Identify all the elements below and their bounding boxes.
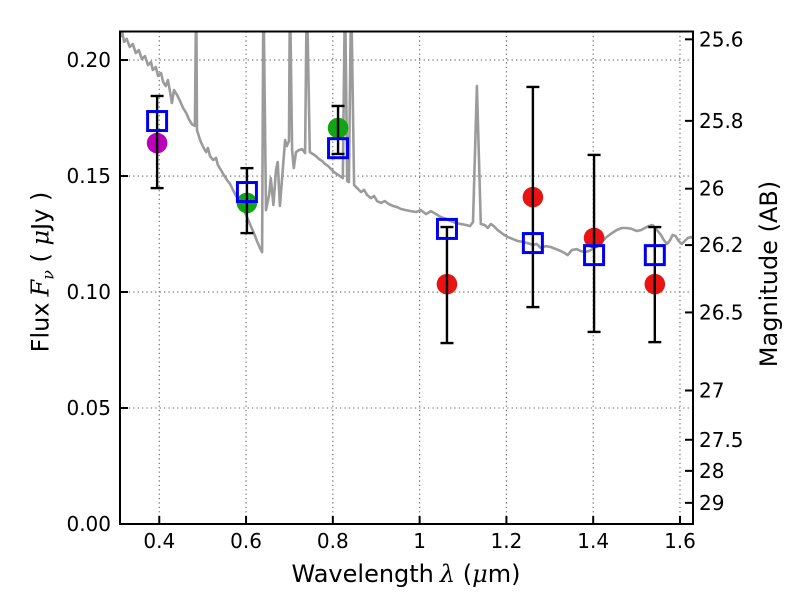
x-tick-label: 1 [413,529,426,553]
x-tick-label: 1.4 [577,529,609,553]
mag-tick-label: 29 [699,491,724,515]
label-part: Jy ) [26,191,55,230]
model-point-square [583,244,606,267]
errorbar [587,153,601,334]
x-tick-label: 0.6 [230,529,262,553]
mag-tick-label: 27 [699,379,724,403]
errorbar [331,104,345,156]
label-part: Flux [26,302,55,353]
plot-border [119,30,694,525]
spectrum-line [120,31,693,257]
mag-tick-label: 26.2 [699,233,744,257]
mag-tick-label: 27.5 [699,428,744,452]
flux-tick-label: 0.05 [66,396,111,420]
x-tick-label: 0.4 [143,529,175,553]
flux-tick-label: 0.20 [66,48,111,72]
errorbar [440,225,454,345]
model-point-square [146,110,169,133]
flux-tick-label: 0.10 [66,280,111,304]
y-axis-label-magnitude: Magnitude (AB) [755,180,783,368]
model-point-square [643,244,666,267]
label-part: m) [487,560,521,588]
mag-tick-label: 26.5 [699,300,744,324]
label-part: λ [439,560,456,588]
label-part: ( [26,245,55,271]
x-tick-label: 0.8 [317,529,349,553]
x-tick-label: 1.2 [491,529,523,553]
mag-tick-label: 28 [699,459,724,483]
label-part: ( [455,560,473,588]
mag-tick-label: 26 [699,177,724,201]
flux-tick-label: 0.00 [66,512,111,536]
label-part: ν [38,270,58,280]
label-part: μ [472,560,488,588]
mag-tick-label: 25.8 [699,109,744,133]
label-part: μ [26,229,55,246]
x-tick-label: 1.6 [664,529,696,553]
x-axis-label: Wavelength λ (μm) [292,560,521,588]
flux-tick-label: 0.15 [66,164,111,188]
label-part: Wavelength [291,560,434,588]
model-point-square [327,137,350,160]
mag-tick-label: 25.6 [699,27,744,51]
y-axis-label-flux: Flux Fν ( μJy ) [27,192,58,353]
errorbar [526,85,540,309]
model-point-square [435,217,458,240]
model-point-square [235,181,258,204]
label-part: F [26,279,55,297]
model-point-square [521,232,544,255]
